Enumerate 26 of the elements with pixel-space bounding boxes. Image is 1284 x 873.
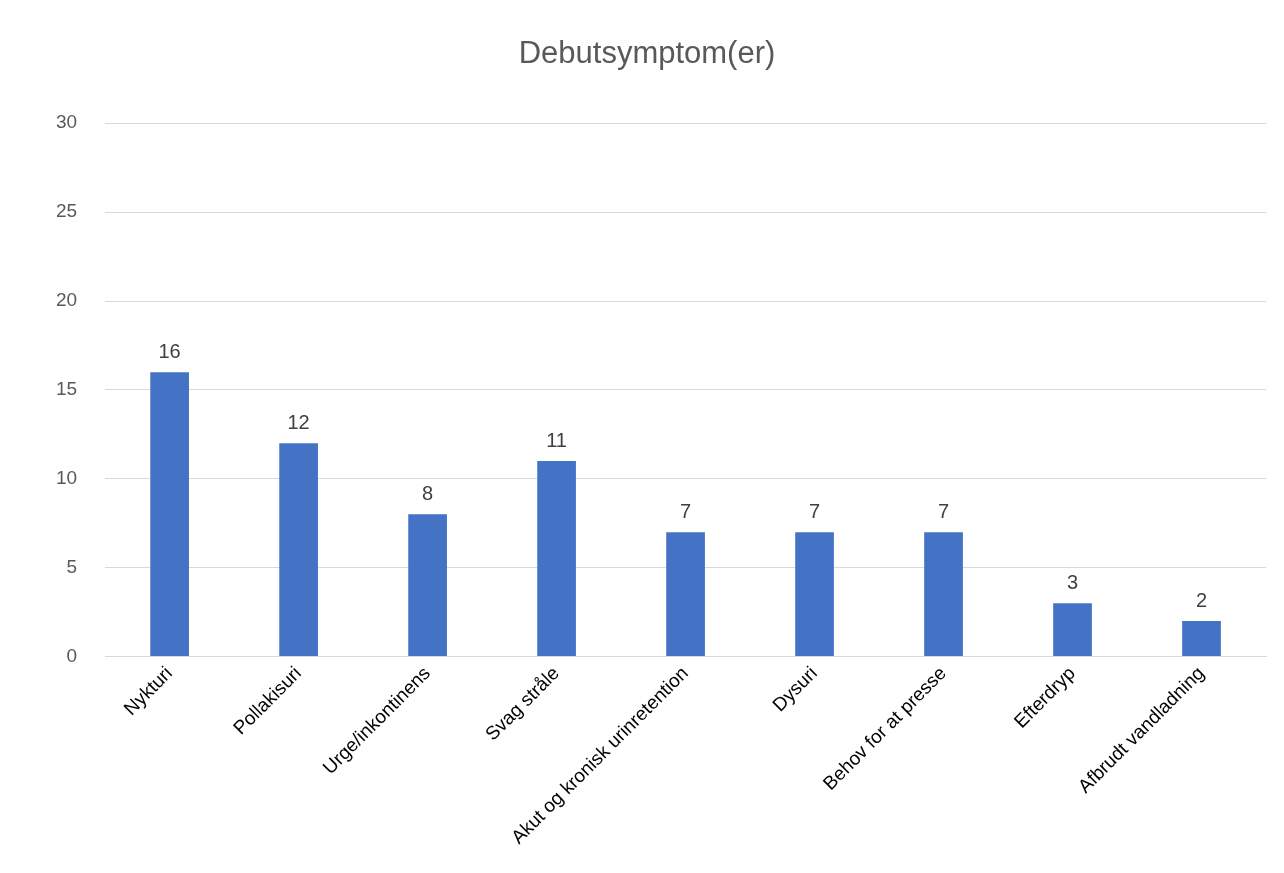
bar bbox=[1182, 621, 1221, 657]
bar bbox=[795, 532, 834, 657]
y-tick-label: 25 bbox=[55, 200, 78, 222]
bar bbox=[924, 532, 963, 657]
bar bbox=[1053, 603, 1092, 657]
y-tick-label: 0 bbox=[66, 644, 78, 666]
bar bbox=[150, 372, 189, 657]
data-label: 7 bbox=[808, 499, 821, 522]
data-label: 7 bbox=[680, 499, 692, 522]
bar bbox=[279, 443, 318, 657]
data-label: 11 bbox=[546, 428, 567, 451]
data-label: 16 bbox=[158, 339, 181, 362]
chart-title: Debutsymptom(er) bbox=[518, 35, 776, 71]
y-tick-label: 30 bbox=[55, 111, 78, 133]
bar bbox=[666, 532, 705, 657]
bar bbox=[408, 514, 447, 657]
data-label: 12 bbox=[287, 410, 310, 433]
data-label: 7 bbox=[937, 499, 950, 522]
data-label: 3 bbox=[1066, 570, 1079, 593]
data-label: 8 bbox=[422, 481, 434, 504]
y-tick-label: 5 bbox=[66, 555, 78, 577]
y-tick-label: 15 bbox=[55, 378, 78, 400]
y-tick-label: 10 bbox=[55, 467, 78, 489]
bar bbox=[537, 461, 576, 657]
data-label: 2 bbox=[1195, 588, 1208, 611]
y-tick-label: 20 bbox=[55, 289, 78, 311]
